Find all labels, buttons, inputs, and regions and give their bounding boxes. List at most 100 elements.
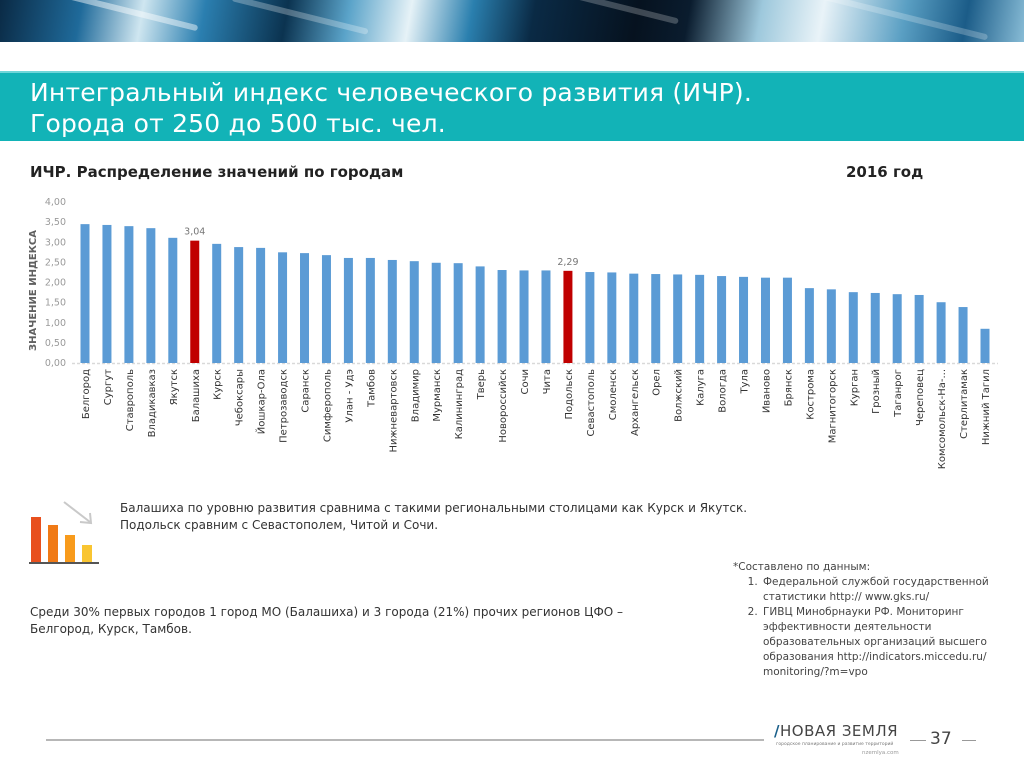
source-item: ГИВЦ Минобрнауки РФ. Мониторинг эффектив… [761,605,1013,680]
x-tick-label: Смоленск [608,369,619,420]
bar [256,247,266,363]
bar [717,276,727,363]
x-tick-label: Иваново [761,369,772,413]
bar [848,292,858,363]
bar [365,257,375,363]
data-labels: 3,04 2,29 [184,227,578,268]
bar [519,270,529,363]
bar [892,294,902,363]
x-tick-label: Саранск [301,369,312,413]
bar [453,263,463,363]
bar [212,243,222,363]
x-tick-label: Брянск [783,369,794,406]
bar [607,272,617,363]
bar [563,270,573,363]
x-tick-label: Сочи [520,369,531,395]
declining-bars-icon [29,501,99,564]
bar [629,273,639,363]
x-tick-label: Балашиха [191,369,202,422]
bar [958,307,968,363]
logo-url: nzemlya.com [862,750,899,756]
bar [673,274,683,363]
x-tick-label: Калуга [696,369,707,406]
x-tick-label: Череповец [915,369,926,426]
bar [541,270,551,363]
x-tick-label: Новороссийск [498,369,509,443]
bar [321,255,331,363]
x-tick-label: Чита [542,369,553,394]
y-tick-label: 3,00 [45,237,66,248]
x-tick-label: Орел [652,369,663,396]
x-tick-label: Архангельск [630,369,641,436]
bar [804,288,814,363]
banner-streak [821,0,989,41]
x-tick-label: Магнитогорск [827,369,838,443]
bar [585,272,595,363]
x-tick-label: Владимир [410,369,421,422]
summary-note: Среди 30% первых городов 1 город МО (Бал… [30,604,670,638]
x-tick-label: Симферополь [322,369,333,442]
summary-line-2: Белгород, Курск, Тамбов. [30,622,192,636]
y-axis: 0,00 0,50 1,00 1,50 2,00 2,50 3,00 3,50 4,00 [45,197,66,369]
bar [387,259,397,363]
x-tick-label: Петрозаводск [279,369,290,443]
y-tick-label: 1,00 [45,318,66,329]
icon-baseline [29,562,99,564]
bar [409,261,419,363]
bar [431,262,441,363]
x-tick-label: Калининград [454,369,465,439]
icon-bar [48,525,58,562]
icon-bar [82,545,92,562]
x-tick-label: Якутск [169,369,180,405]
bar [300,253,310,363]
y-tick-label: 0,50 [45,338,66,349]
sources-list: Федеральной службой государственной стат… [733,575,1013,680]
x-tick-label: Таганрог [893,369,904,418]
page-number-dash [910,740,926,741]
x-tick-label: Кострома [805,369,816,420]
bar [168,237,178,363]
bar [102,224,112,363]
x-tick-label: Нижний Тагил [981,369,992,445]
x-tick-label: Севастополь [586,369,597,437]
bar [826,289,836,363]
slide-title-line2: Города от 250 до 500 тыс. чел. [30,109,446,138]
arrow-head [79,512,93,525]
x-tick-label: Тверь [476,369,487,401]
bar [782,277,792,363]
y-tick-label: 1,50 [45,298,66,309]
x-axis-labels: Белгород Сургут Ставрополь Владикавказ Якутс… [81,369,992,469]
sources-note: *Составлено по данным: Федеральной служб… [733,560,1013,680]
chart-title: ИЧР. Распределение значений по городам [30,163,404,181]
banner-streak [41,0,199,32]
y-axis-label: ЗНАЧЕНИЕ ИНДЕКСА [28,230,39,351]
banner-streak [561,0,679,25]
comparison-line-1: Балашиха по уровню развития сравнима с т… [120,501,748,515]
x-tick-label: Вологда [718,369,729,413]
title-band: Интегральный индекс человеческого развит… [0,71,1024,141]
bar [80,224,90,363]
y-tick-label: 2,00 [45,278,66,289]
slide-title-line1: Интегральный индекс человеческого развит… [30,78,752,107]
footer-divider [46,739,764,741]
bar [278,252,288,363]
company-logo: /НОВАЯ ЗЕМЛЯ городское планирование и ра… [774,722,904,762]
bar [760,277,770,363]
x-tick-label: Грозный [871,369,882,414]
logo-name-text: НОВАЯ ЗЕМЛЯ [779,722,899,740]
logo-subtitle: городское планирование и развитие террит… [776,742,894,747]
banner-streak [231,0,369,35]
page-number-dash [962,740,976,741]
bar [695,274,705,363]
x-tick-label: Ставрополь [125,369,136,431]
slide-title: Интегральный индекс человеческого развит… [30,77,752,139]
bar [980,328,990,363]
icon-bar [65,535,75,562]
x-tick-label: Подольск [564,369,575,420]
x-tick-label: Нижневартовск [388,369,399,452]
bars [80,224,990,363]
x-tick-label: Улан - Удэ [344,369,355,423]
x-tick-label: Тамбов [366,369,377,408]
y-tick-label: 3,50 [45,217,66,228]
bar [475,266,485,363]
